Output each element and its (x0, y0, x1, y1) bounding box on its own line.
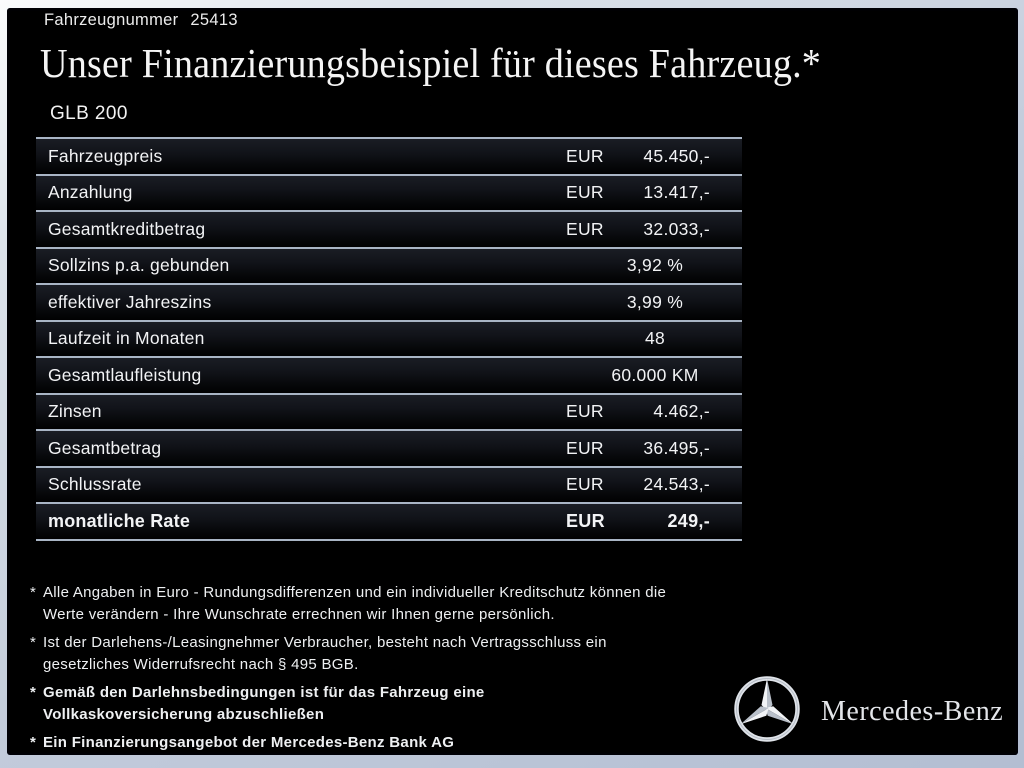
brand-wordmark: Mercedes-Benz (821, 695, 1004, 727)
footnote-text: Ist der Darlehens-/Leasingnehmer Verbrau… (43, 634, 607, 673)
row-value: 3,92 % (566, 255, 710, 276)
table-row-monthly-rate: monatliche Rate EUR 249,- (36, 502, 742, 539)
amount: 36.495,- (643, 437, 710, 458)
row-label: Schlussrate (48, 474, 142, 495)
footnotes-section: * Alle Angaben in Euro - Rundungsdiffere… (30, 582, 666, 760)
footnote-marker: * (30, 734, 37, 751)
amount: 24.543,- (643, 474, 710, 495)
brand-block: Mercedes-Benz (729, 671, 1003, 752)
row-label: Gesamtkreditbetrag (48, 218, 206, 239)
footnote-text: Ein Finanzierungsangebot der Mercedes-Be… (43, 734, 455, 751)
table-row: Gesamtbetrag EUR 36.495,- (36, 429, 742, 466)
row-label: Fahrzeugpreis (48, 145, 163, 166)
row-label: Gesamtbetrag (48, 437, 162, 458)
footnote: * Ist der Darlehens-/Leasingnehmer Verbr… (30, 632, 666, 676)
table-row: Gesamtkreditbetrag EUR 32.033,- (36, 210, 742, 247)
row-value: EUR 4.462,- (566, 401, 710, 422)
vehicle-number-value: 25413 (190, 11, 238, 29)
currency-code: EUR (566, 510, 605, 531)
table-row: effektiver Jahreszins 3,99 % (36, 283, 742, 320)
vehicle-number-line: Fahrzeugnummer 25413 (44, 11, 238, 30)
footnote: * Ein Finanzierungsangebot der Mercedes-… (30, 732, 666, 754)
row-value: 48 (566, 328, 710, 349)
amount: 32.033,- (643, 218, 710, 239)
footnote: * Gemäß den Darlehnsbedingungen ist für … (30, 682, 666, 726)
currency-code: EUR (566, 437, 604, 458)
currency-code: EUR (566, 145, 604, 166)
amount: 3,92 % (626, 255, 684, 276)
vehicle-number-label: Fahrzeugnummer (44, 11, 179, 29)
amount: 3,99 % (626, 291, 684, 312)
row-value: 3,99 % (566, 292, 710, 313)
row-label: monatliche Rate (48, 510, 191, 531)
amount: 249,- (667, 510, 710, 531)
currency-code: EUR (566, 182, 604, 203)
row-value: EUR 36.495,- (566, 438, 710, 459)
row-value: EUR 24.543,- (566, 474, 710, 495)
footnote-marker: * (30, 684, 37, 701)
page-title: Unser Finanzierungsbeispiel für dieses F… (40, 40, 822, 86)
currency-code: EUR (566, 401, 604, 422)
finance-sheet: Fahrzeugnummer 25413 Unser Finanzierungs… (7, 8, 1018, 755)
amount: 4.462,- (653, 401, 710, 422)
row-value: EUR 32.033,- (566, 219, 710, 240)
mercedes-star-icon (729, 671, 805, 752)
table-row: Laufzeit in Monaten 48 (36, 319, 742, 356)
currency-code: EUR (566, 474, 604, 495)
footnote-marker: * (30, 584, 37, 601)
row-label: Zinsen (48, 401, 102, 422)
row-value: 60.000 KM (566, 365, 710, 386)
amount: 45.450,- (643, 145, 710, 166)
row-value: EUR 249,- (566, 511, 710, 532)
row-label: Laufzeit in Monaten (48, 328, 205, 349)
amount: 48 (644, 328, 666, 349)
table-row: Fahrzeugpreis EUR 45.450,- (36, 137, 742, 174)
currency-code: EUR (566, 218, 604, 239)
footnote-text: Gemäß den Darlehnsbedingungen ist für da… (43, 684, 485, 723)
footnote: * Alle Angaben in Euro - Rundungsdiffere… (30, 582, 666, 626)
table-row: Schlussrate EUR 24.543,- (36, 465, 742, 502)
table-row: Anzahlung EUR 13.417,- (36, 173, 742, 210)
footnote-marker: * (30, 634, 37, 651)
vehicle-model: GLB 200 (50, 103, 128, 124)
row-label: Gesamtlaufleistung (48, 364, 202, 385)
row-label: effektiver Jahreszins (48, 291, 212, 312)
financing-table: Fahrzeugpreis EUR 45.450,- Anzahlung EUR… (36, 137, 742, 541)
row-value: EUR 45.450,- (566, 146, 710, 167)
table-row: Gesamtlaufleistung 60.000 KM (36, 356, 742, 393)
footnote-text: Alle Angaben in Euro - Rundungsdifferenz… (43, 584, 667, 623)
amount: 13.417,- (643, 182, 710, 203)
row-value: EUR 13.417,- (566, 182, 710, 203)
amount: 60.000 KM (611, 364, 699, 385)
table-row: Zinsen EUR 4.462,- (36, 392, 742, 429)
table-row: Sollzins p.a. gebunden 3,92 % (36, 246, 742, 283)
row-label: Anzahlung (48, 182, 133, 203)
row-label: Sollzins p.a. gebunden (48, 255, 230, 276)
